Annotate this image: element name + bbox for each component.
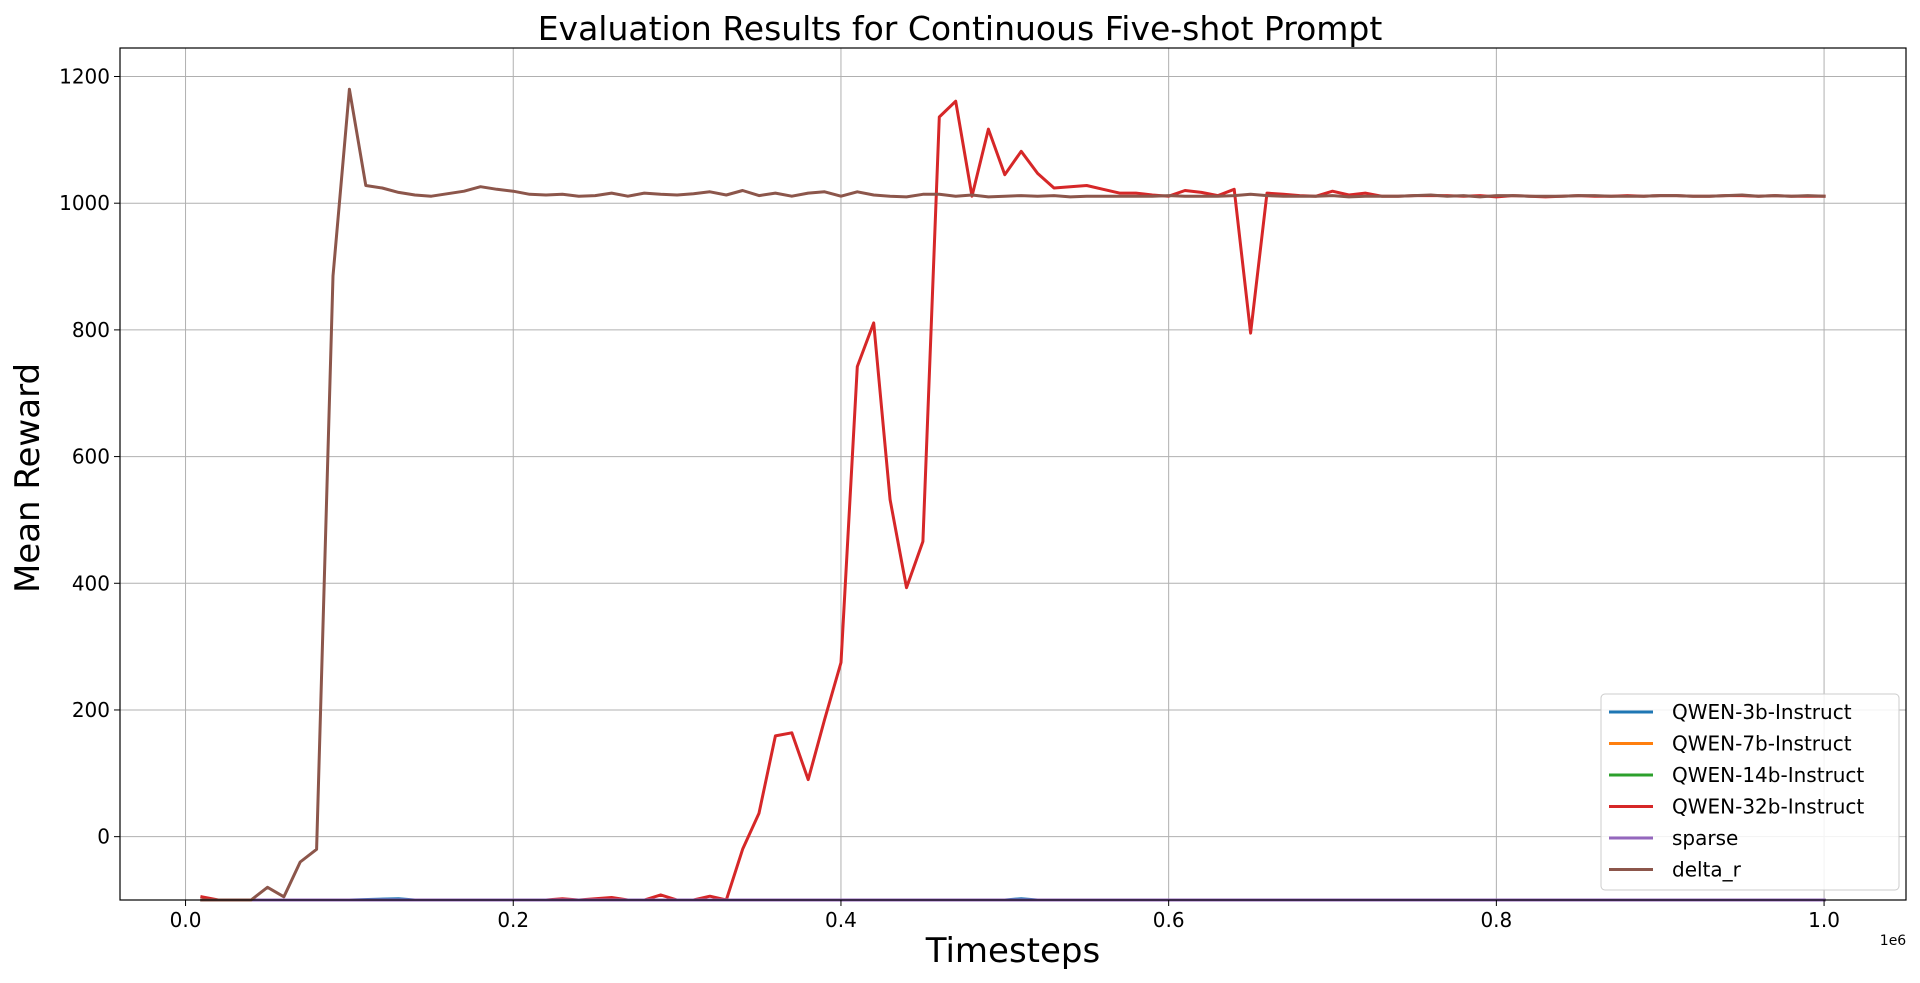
y-tick-label: 200 (72, 698, 110, 722)
x-tick-label: 0.4 (825, 908, 857, 932)
x-tick-label: 1.0 (1808, 908, 1840, 932)
legend-box (1600, 693, 1900, 891)
y-tick-label: 400 (72, 571, 110, 595)
legend-label: QWEN-3b-Instruct (1672, 700, 1852, 724)
legend: QWEN-3b-Instruct QWEN-7b-Instruct QWEN-14b… (1600, 693, 1900, 891)
chart-title: Evaluation Results for Continuous Five-s… (538, 9, 1383, 48)
x-tick-label: 0.6 (1153, 908, 1185, 932)
axis-ticks: 0.0 0.2 0.4 0.6 0.8 1.0 0 200 400 600 800 1000 1200 (59, 65, 1840, 932)
series-line-delta_r (200, 87, 1826, 902)
legend-label: delta_r (1672, 858, 1742, 882)
x-axis-label: Timesteps (925, 931, 1100, 971)
legend-label: QWEN-14b-Instruct (1672, 763, 1864, 787)
x-tick-label: 0.2 (497, 908, 529, 932)
y-tick-label: 1200 (59, 65, 110, 89)
y-tick-label: 600 (72, 445, 110, 469)
x-axis-offset-label: 1e6 (1880, 933, 1907, 949)
plot-frame (119, 47, 1907, 901)
y-tick-label: 800 (72, 318, 110, 342)
legend-label: sparse (1672, 826, 1738, 850)
y-tick-label: 0 (97, 825, 110, 849)
x-tick-label: 0.0 (170, 908, 202, 932)
legend-label: QWEN-32b-Instruct (1672, 795, 1864, 819)
x-tick-label: 0.8 (1480, 908, 1512, 932)
y-axis-label: Mean Reward (8, 363, 48, 593)
legend-label: QWEN-7b-Instruct (1672, 732, 1852, 756)
y-tick-label: 1000 (59, 191, 110, 215)
